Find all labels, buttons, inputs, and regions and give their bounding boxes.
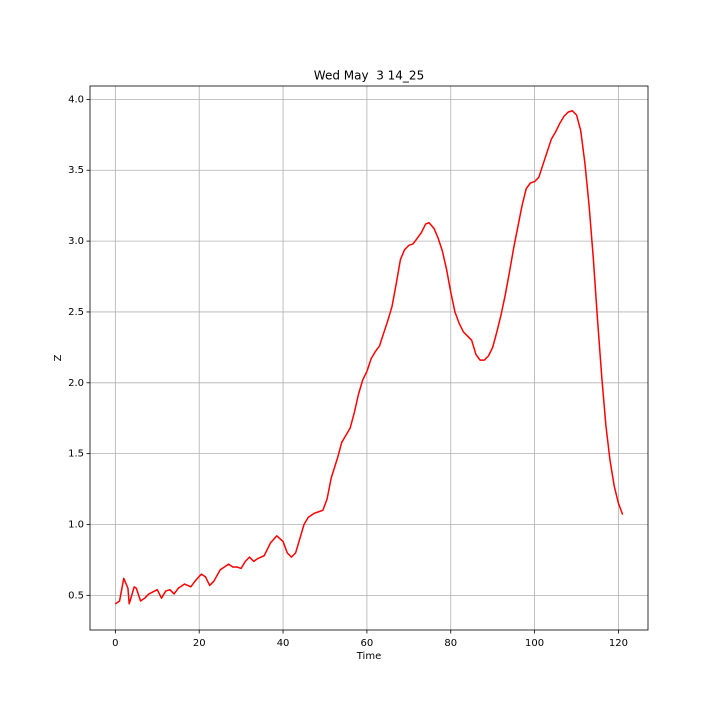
y-tick-label: 3.0	[68, 236, 84, 247]
x-tick-label: 100	[525, 638, 544, 649]
x-tick-label: 120	[609, 638, 628, 649]
y-tick-label: 2.5	[68, 307, 84, 318]
y-tick-label: 4.0	[68, 94, 84, 105]
y-axis-label: Z	[53, 354, 64, 361]
y-tick-label: 1.5	[68, 449, 84, 460]
y-tick-label: 1.0	[68, 520, 84, 531]
chart-title: Wed May 3 14_25	[314, 69, 424, 83]
x-axis-label: Time	[356, 651, 381, 662]
x-tick-label: 60	[361, 638, 374, 649]
y-tick-label: 0.5	[68, 590, 84, 601]
data-line	[114, 109, 624, 605]
x-tick-label: 80	[444, 638, 457, 649]
x-tick-label: 40	[277, 638, 290, 649]
y-tick-label: 3.5	[68, 165, 84, 176]
y-tick-label: 2.0	[68, 378, 84, 389]
x-tick-label: 0	[112, 638, 118, 649]
plot-frame	[89, 85, 649, 631]
x-tick-label: 20	[193, 638, 206, 649]
